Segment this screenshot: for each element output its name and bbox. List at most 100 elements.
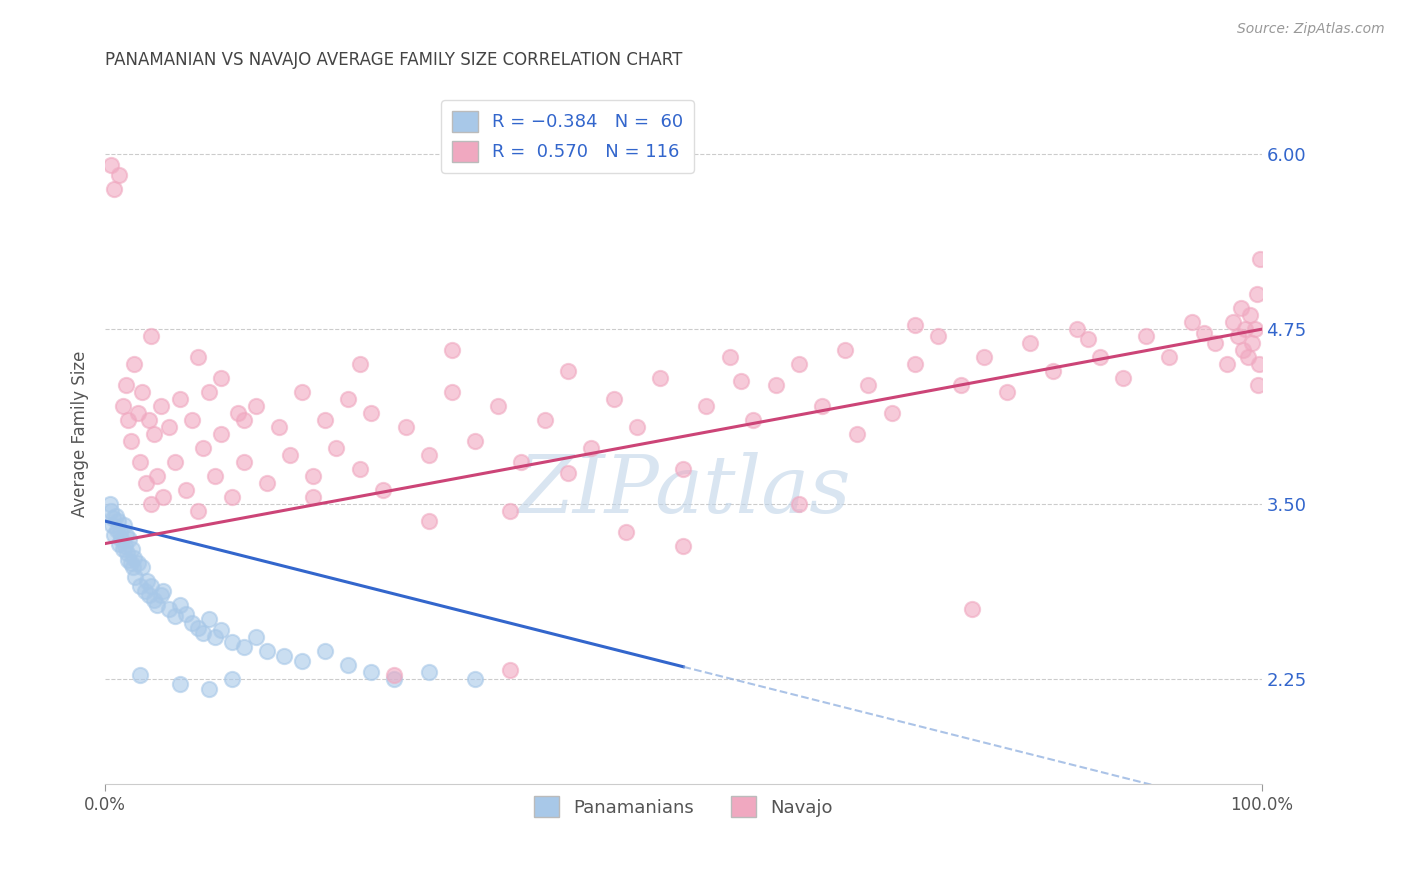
Point (418, 448, 440, 462)
Point (121, 542, 143, 557)
Point (1088, 350, 1111, 364)
Point (718, 350, 741, 364)
Point (114, 539, 136, 553)
Point (105, 523, 128, 537)
Point (314, 644, 336, 658)
Point (1077, 332, 1099, 346)
Point (278, 448, 301, 462)
Point (360, 406, 382, 420)
Point (787, 497, 810, 511)
Point (115, 528, 138, 542)
Point (204, 631, 226, 645)
Point (115, 546, 138, 560)
Point (193, 626, 215, 640)
Point (603, 392, 626, 407)
Point (1234, 322, 1257, 336)
Point (626, 420, 648, 434)
Point (302, 469, 325, 483)
Point (557, 467, 579, 481)
Point (382, 668, 405, 682)
Point (117, 553, 139, 567)
Point (1042, 364, 1064, 378)
Point (1135, 329, 1157, 343)
Point (103, 511, 125, 525)
Point (557, 364, 579, 378)
Point (579, 442, 602, 456)
Point (142, 592, 165, 607)
Point (209, 427, 232, 442)
Point (157, 420, 180, 434)
Point (221, 673, 243, 687)
Point (138, 413, 160, 427)
Point (157, 602, 180, 616)
Point (1157, 350, 1180, 364)
Point (142, 427, 165, 442)
Point (360, 665, 382, 680)
Point (1243, 322, 1265, 336)
Point (695, 399, 717, 413)
Point (108, 536, 131, 550)
Point (233, 640, 256, 655)
Point (291, 654, 314, 668)
Point (163, 609, 186, 624)
Text: ZIPatlas: ZIPatlas (516, 451, 851, 529)
Point (110, 525, 132, 540)
Point (256, 644, 278, 658)
Point (141, 578, 163, 592)
Point (103, 528, 125, 542)
Legend: Panamanians, Navajo: Panamanians, Navajo (527, 789, 839, 824)
Point (1227, 329, 1250, 343)
Point (118, 533, 141, 547)
Point (131, 385, 153, 400)
Point (1222, 315, 1244, 329)
Point (135, 574, 157, 589)
Point (124, 570, 146, 584)
Point (146, 598, 169, 612)
Point (127, 406, 149, 420)
Point (395, 420, 418, 434)
Point (672, 539, 695, 553)
Point (245, 631, 267, 645)
Point (169, 392, 191, 407)
Point (510, 455, 533, 469)
Point (441, 385, 464, 400)
Point (163, 455, 186, 469)
Text: Source: ZipAtlas.com: Source: ZipAtlas.com (1237, 22, 1385, 37)
Point (256, 476, 278, 491)
Point (291, 385, 314, 400)
Point (187, 504, 209, 518)
Point (169, 598, 191, 612)
Point (382, 673, 405, 687)
Point (149, 588, 172, 602)
Point (1112, 371, 1135, 385)
Point (134, 584, 156, 599)
Point (349, 357, 371, 371)
Point (152, 584, 174, 599)
Point (111, 399, 134, 413)
Point (1249, 357, 1271, 371)
Point (371, 483, 394, 498)
Point (1192, 326, 1215, 341)
Point (111, 542, 134, 557)
Point (193, 442, 215, 456)
Point (1249, 252, 1271, 267)
Point (245, 399, 267, 413)
Point (927, 329, 949, 343)
Point (122, 550, 145, 565)
Point (1239, 308, 1261, 322)
Point (174, 483, 197, 498)
Point (198, 385, 221, 400)
Point (730, 374, 752, 388)
Point (233, 455, 256, 469)
Point (129, 668, 152, 682)
Point (1236, 350, 1258, 364)
Point (141, 497, 163, 511)
Point (129, 455, 152, 469)
Point (949, 378, 972, 392)
Point (486, 399, 509, 413)
Point (1247, 378, 1270, 392)
Point (115, 378, 138, 392)
Point (122, 357, 145, 371)
Point (995, 385, 1018, 400)
Point (169, 676, 191, 690)
